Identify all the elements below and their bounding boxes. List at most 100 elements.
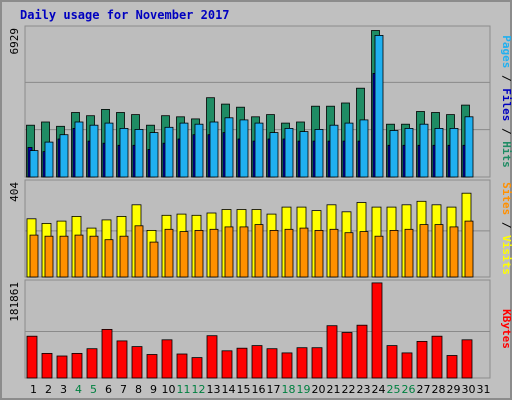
x-tick-5: 5 bbox=[90, 383, 97, 396]
bar-pages-30 bbox=[464, 116, 474, 178]
panel-visits-legend: Sites / Visits bbox=[500, 182, 512, 275]
bar-kbytes-25 bbox=[386, 345, 398, 379]
bar-pages-4 bbox=[74, 121, 84, 178]
bar-kbytes-2 bbox=[41, 352, 53, 379]
bar-kbytes-28 bbox=[431, 335, 443, 379]
bar-pages-24 bbox=[374, 35, 384, 178]
bar-pages-28 bbox=[434, 127, 444, 178]
bar-sites-10 bbox=[164, 228, 174, 278]
bar-sites-7 bbox=[119, 235, 129, 278]
bar-sites-21 bbox=[329, 228, 339, 278]
bar-pages-12 bbox=[194, 123, 204, 178]
panel-hits-legend-part-0: Pages bbox=[500, 35, 512, 68]
bar-pages-15 bbox=[239, 119, 249, 178]
bar-pages-14 bbox=[224, 117, 234, 178]
bar-sites-13 bbox=[209, 228, 219, 278]
panel-hits-legend-part-3: / bbox=[500, 121, 512, 141]
x-tick-13: 13 bbox=[207, 383, 221, 396]
bar-sites-20 bbox=[314, 229, 324, 278]
bar-kbytes-24 bbox=[371, 282, 383, 379]
panel-kbytes-legend: KBytes bbox=[500, 309, 512, 349]
bar-pages-1 bbox=[29, 150, 39, 178]
x-tick-28: 28 bbox=[432, 383, 446, 396]
bar-sites-11 bbox=[179, 231, 189, 278]
bar-kbytes-9 bbox=[146, 354, 158, 379]
bar-pages-6 bbox=[104, 122, 114, 178]
x-tick-29: 29 bbox=[447, 383, 461, 396]
bar-pages-18 bbox=[284, 127, 294, 178]
panel-visits-ymax-label: 404 bbox=[8, 182, 21, 202]
bar-sites-15 bbox=[239, 226, 249, 278]
bar-pages-3 bbox=[59, 134, 69, 178]
bar-kbytes-1 bbox=[26, 335, 38, 379]
x-tick-8: 8 bbox=[135, 383, 142, 396]
bar-kbytes-4 bbox=[71, 352, 83, 379]
bar-sites-30 bbox=[464, 220, 474, 278]
bar-pages-26 bbox=[404, 127, 414, 178]
bar-pages-2 bbox=[44, 141, 54, 178]
bar-sites-25 bbox=[389, 229, 399, 278]
x-tick-12: 12 bbox=[192, 383, 206, 396]
x-tick-30: 30 bbox=[462, 383, 476, 396]
x-tick-19: 19 bbox=[297, 383, 311, 396]
bar-pages-21 bbox=[329, 124, 339, 178]
bar-sites-3 bbox=[59, 235, 69, 278]
x-tick-24: 24 bbox=[372, 383, 386, 396]
bar-sites-28 bbox=[434, 224, 444, 278]
bar-sites-17 bbox=[269, 229, 279, 278]
bar-sites-23 bbox=[359, 231, 369, 278]
bar-kbytes-8 bbox=[131, 346, 143, 379]
bar-pages-22 bbox=[344, 122, 354, 178]
x-tick-4: 4 bbox=[75, 383, 82, 396]
x-tick-16: 16 bbox=[252, 383, 266, 396]
x-tick-10: 10 bbox=[162, 383, 176, 396]
bar-pages-5 bbox=[89, 124, 99, 178]
bar-pages-17 bbox=[269, 132, 279, 178]
x-tick-2: 2 bbox=[45, 383, 52, 396]
bar-sites-2 bbox=[44, 235, 54, 278]
bar-sites-29 bbox=[449, 226, 459, 278]
panel-hits-legend-part-2: Files bbox=[500, 88, 512, 121]
series-pages bbox=[29, 35, 474, 178]
panel-visits-legend-part-1: / bbox=[500, 215, 512, 235]
x-tick-25: 25 bbox=[387, 383, 401, 396]
x-axis-ticks: 1 2 3 4 5 6 7 8 9 10 11 12 13 14 15 16 17 18 19 20 21 22 23 24 2… bbox=[30, 383, 491, 396]
panel-hits: 6929 Pages / Files / Hits bbox=[8, 25, 512, 178]
bar-pages-27 bbox=[419, 123, 429, 178]
bar-pages-19 bbox=[299, 131, 309, 178]
x-tick-20: 20 bbox=[312, 383, 326, 396]
bar-kbytes-17 bbox=[266, 348, 278, 379]
x-tick-23: 23 bbox=[357, 383, 371, 396]
panel-kbytes-legend-part-0: KBytes bbox=[500, 309, 512, 349]
panel-visits: 404 Sites / Visits bbox=[8, 179, 512, 278]
chart-title: Daily usage for November 2017 bbox=[20, 8, 230, 22]
panel-hits-ymax-label: 6929 bbox=[8, 28, 21, 55]
bar-pages-23 bbox=[359, 119, 369, 178]
bar-sites-24 bbox=[374, 235, 384, 278]
bar-kbytes-5 bbox=[86, 348, 98, 379]
bar-pages-10 bbox=[164, 126, 174, 178]
bar-sites-6 bbox=[104, 239, 114, 278]
panel-kbytes: 181861 KBytes bbox=[8, 279, 512, 379]
x-tick-15: 15 bbox=[237, 383, 251, 396]
bar-kbytes-13 bbox=[206, 335, 218, 379]
series-kbytes bbox=[26, 282, 473, 379]
series-sites bbox=[29, 220, 474, 278]
bar-kbytes-21 bbox=[326, 325, 338, 379]
bar-kbytes-22 bbox=[341, 332, 353, 379]
bar-sites-26 bbox=[404, 228, 414, 278]
bar-kbytes-20 bbox=[311, 347, 323, 379]
x-tick-1: 1 bbox=[30, 383, 37, 396]
bar-pages-20 bbox=[314, 128, 324, 178]
bar-kbytes-15 bbox=[236, 347, 248, 379]
x-tick-22: 22 bbox=[342, 383, 356, 396]
panel-visits-legend-part-2: Visits bbox=[500, 235, 512, 275]
bar-pages-29 bbox=[449, 127, 459, 178]
bar-sites-18 bbox=[284, 228, 294, 278]
bar-kbytes-19 bbox=[296, 347, 308, 379]
bar-kbytes-3 bbox=[56, 355, 68, 379]
chart-panels: 6929 Pages / Files / Hits 404 Sites / Visit… bbox=[8, 25, 512, 379]
bar-pages-13 bbox=[209, 121, 219, 178]
x-tick-18: 18 bbox=[282, 383, 296, 396]
bar-kbytes-27 bbox=[416, 340, 428, 379]
